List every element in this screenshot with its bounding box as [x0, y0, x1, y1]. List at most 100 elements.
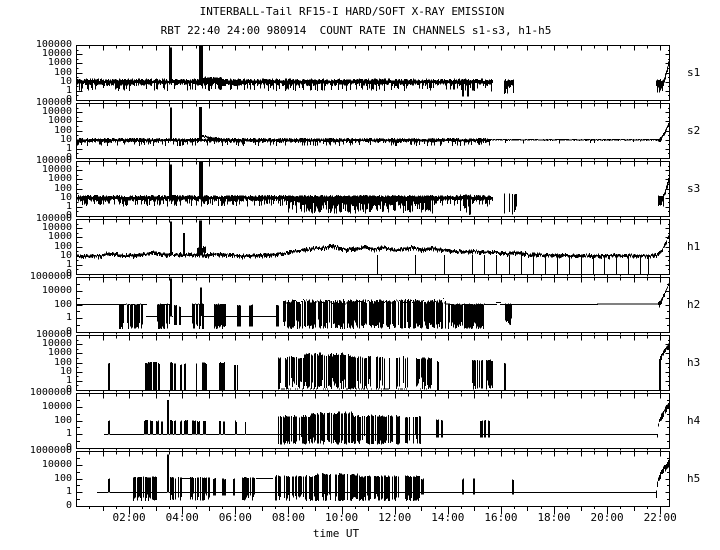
- y-tick-label: 100: [53, 66, 72, 78]
- panel-h5-trace: [97, 454, 669, 502]
- x-tick-label: 14:00: [431, 511, 465, 524]
- panel-h5: 1000000 10000 100 1 0 h5: [0, 446, 720, 515]
- panel-label-h2: h2: [687, 297, 701, 311]
- y-tick-label: 1: [65, 374, 72, 386]
- y-tick-label: 1: [65, 142, 72, 154]
- y-tick-label: 100000: [35, 329, 72, 340]
- y-tick-label: 100: [53, 240, 72, 252]
- x-tick-label: 04:00: [165, 511, 199, 524]
- panel-label-s3: s3: [687, 181, 701, 195]
- x-tick-label: 10:00: [324, 511, 359, 524]
- y-tick-label: 100: [53, 356, 72, 368]
- y-tick-label: 1: [65, 84, 72, 96]
- panel-s2: 100000 10000 1000 100 10 1 0 s2: [0, 98, 720, 163]
- y-tick-label: 100: [53, 298, 72, 310]
- y-tick-label: 0: [65, 500, 72, 511]
- y-tick-label: 10000: [41, 338, 72, 350]
- y-tick-label: 10000: [41, 48, 72, 60]
- y-tick-label: 10: [59, 365, 72, 377]
- panel-h2: 1000000 10000 100 1 0 h2: [0, 272, 720, 337]
- y-tick-label: 10000: [41, 164, 72, 176]
- x-tick-label: 08:00: [271, 511, 305, 524]
- x-axis-title: time UT: [312, 527, 360, 540]
- y-tick-label: 1000000: [29, 387, 72, 398]
- panel-h4: 1000000 10000 100 1 0 h4: [0, 388, 720, 453]
- panel-h2-y-labels: 1000000 10000 100 1 0: [0, 272, 72, 337]
- panel-s3-trace: [76, 161, 669, 215]
- y-tick-label: 1000: [47, 173, 72, 185]
- y-tick-label: 10: [59, 249, 72, 261]
- y-tick-label: 100000: [35, 39, 72, 50]
- panel-s2-plot: [76, 103, 670, 162]
- y-tick-label: 10: [59, 191, 72, 203]
- panel-s3: 100000 10000 1000 100 10 1 0 s3: [0, 156, 720, 221]
- y-tick-label: 100: [53, 124, 72, 136]
- x-tick-label: 20:00: [590, 511, 624, 524]
- y-tick-label: 100: [53, 472, 72, 484]
- panel-s1: 100000 10000 1000 100 10 1 0 s1: [0, 40, 720, 105]
- panel-s1-plot: [76, 45, 670, 104]
- y-tick-label: 100: [53, 414, 72, 426]
- x-tick-label: 16:00: [484, 511, 518, 524]
- chart-title: INTERBALL-Tail RF15-I HARD/SOFT X-RAY EM…: [199, 5, 505, 18]
- y-tick-label: 1: [65, 258, 72, 270]
- y-tick-label: 0: [65, 94, 72, 105]
- y-tick-label: 1: [65, 312, 72, 324]
- x-tick-label: 18:00: [537, 511, 571, 524]
- x-tick-label: 22:00: [643, 511, 677, 524]
- chart-subtitle: RBT 22:40 24:00 980914 COUNT RATE IN CHA…: [160, 24, 552, 37]
- panel-h1-plot: [76, 219, 670, 278]
- panel-s3-plot: [76, 161, 670, 220]
- y-tick-label: 1000: [47, 115, 72, 127]
- panel-h1: 100000 10000 1000 100 10 1 0 h1: [0, 214, 720, 279]
- y-tick-label: 10000: [41, 458, 72, 470]
- panel-s1-trace: [76, 45, 669, 97]
- y-tick-label: 1000000: [29, 271, 72, 282]
- panel-h4-y-labels: 1000000 10000 100 1 0: [0, 388, 72, 453]
- y-tick-label: 1: [65, 200, 72, 212]
- y-tick-label: 100000: [35, 97, 72, 108]
- y-tick-label: 10: [59, 75, 72, 87]
- panel-label-s1: s1: [687, 65, 701, 79]
- panel-h1-y-labels: 100000 10000 1000 100 10 1 0: [0, 214, 72, 279]
- panel-h1-trace: [76, 220, 669, 274]
- panel-h3-plot: [76, 335, 670, 394]
- y-tick-label: 1: [65, 428, 72, 440]
- panel-h5-plot: [76, 451, 670, 515]
- panel-h4-trace: [104, 399, 669, 445]
- panel-s2-y-labels: 100000 10000 1000 100 10 1 0: [0, 98, 72, 163]
- panel-h3-y-labels: 100000 10000 1000 100 10 1 0: [0, 330, 72, 395]
- panels-area: 100000 10000 1000 100 10 1 0 s1 100000 10000 1000 1…: [0, 40, 720, 515]
- panel-h2-plot: [76, 277, 670, 336]
- x-tick-label: 06:00: [218, 511, 252, 524]
- panel-h5-y-labels: 1000000 10000 100 1 0: [0, 446, 72, 511]
- y-tick-label: 100000: [35, 213, 72, 224]
- y-tick-label: 0: [65, 442, 72, 453]
- y-tick-label: 10000: [41, 106, 72, 118]
- y-tick-label: 100: [53, 182, 72, 194]
- panel-label-h4: h4: [687, 413, 701, 427]
- panel-h3-trace: [108, 343, 669, 390]
- panel-s2-trace: [76, 107, 669, 147]
- y-tick-label: 0: [65, 384, 72, 395]
- y-tick-label: 1: [65, 486, 72, 498]
- panel-label-s2: s2: [687, 123, 701, 137]
- y-tick-label: 10000: [41, 400, 72, 412]
- y-tick-label: 100000: [35, 155, 72, 166]
- panel-label-h3: h3: [687, 355, 701, 369]
- y-tick-label: 0: [65, 152, 72, 163]
- y-tick-label: 1000000: [29, 445, 72, 456]
- y-tick-label: 0: [65, 268, 72, 279]
- panel-h3: 100000 10000 1000 100 10 1 0 h3: [0, 330, 720, 395]
- panel-h2-trace: [76, 278, 669, 330]
- y-tick-label: 1000: [47, 57, 72, 69]
- y-tick-label: 10000: [41, 222, 72, 234]
- panel-s3-y-labels: 100000 10000 1000 100 10 1 0: [0, 156, 72, 221]
- y-tick-label: 0: [65, 326, 72, 337]
- y-tick-label: 1000: [47, 231, 72, 243]
- y-tick-label: 0: [65, 210, 72, 221]
- panel-h4-plot: [76, 393, 670, 452]
- y-tick-label: 10: [59, 133, 72, 145]
- panel-s1-y-labels: 100000 10000 1000 100 10 1 0: [0, 40, 72, 105]
